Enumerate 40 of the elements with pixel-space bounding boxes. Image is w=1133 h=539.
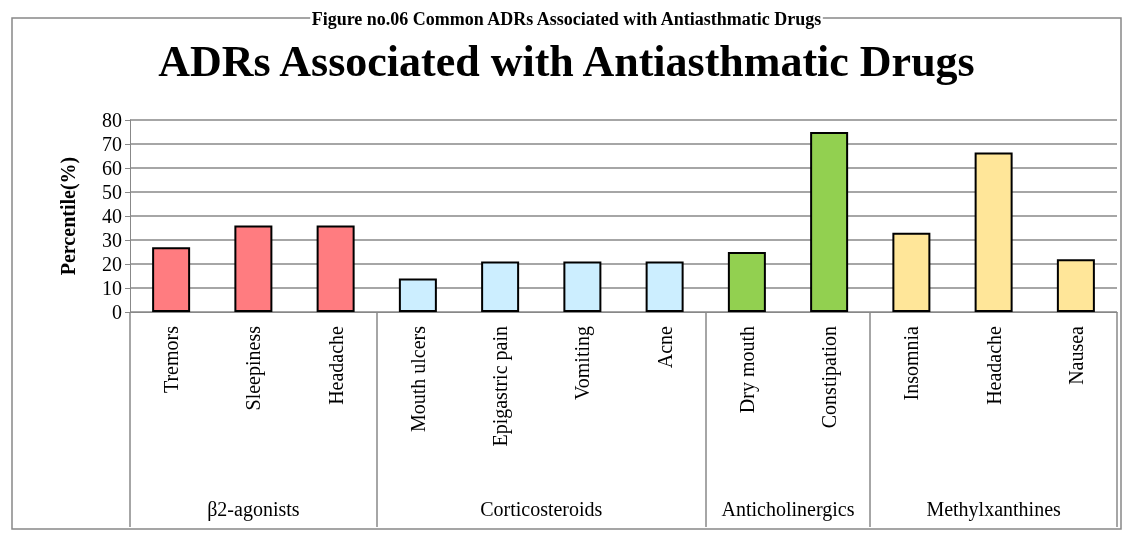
text: Corticosteroids	[480, 498, 603, 520]
x-tick-label: Mouth ulcers	[406, 325, 429, 433]
x-tick-label: Sleepiness	[242, 325, 266, 411]
bar	[645, 261, 684, 312]
x-tick-label: Dry mouth	[735, 326, 759, 414]
bar	[234, 225, 273, 312]
x-tick-label: Epigastric pain	[489, 326, 513, 447]
y-tick-label: 30	[102, 229, 122, 251]
text: Methylxanthines	[926, 498, 1062, 521]
bar	[1056, 259, 1095, 312]
bar	[974, 152, 1013, 312]
y-tick-label: 50	[102, 181, 122, 203]
bar	[152, 247, 191, 312]
x-tick-label: Headache	[324, 325, 347, 405]
y-tick-label: 60	[102, 157, 122, 179]
y-tick-label: 10	[102, 277, 122, 299]
text: β2-agonists	[207, 498, 300, 521]
y-axis-title: Percentile(%)	[57, 156, 80, 276]
x-tick-label: Tremors	[160, 325, 183, 394]
bar	[563, 261, 602, 312]
x-tick-label: Vomiting	[571, 326, 595, 401]
x-tick-label: Constipation	[818, 326, 842, 429]
text: Anticholinergics	[721, 498, 855, 521]
x-tick-label: Insomnia	[900, 325, 923, 401]
y-tick-label: 20	[102, 253, 122, 275]
bar	[727, 252, 766, 312]
y-tick-label: 0	[112, 301, 122, 323]
x-tick-label: Nausea	[1064, 325, 1087, 385]
x-tick-label: Acne	[653, 325, 676, 369]
y-tick-label: 40	[102, 205, 122, 227]
y-tick-label: 80	[102, 109, 122, 131]
bar	[810, 132, 849, 312]
bar	[316, 225, 355, 312]
chart-title: ADRs Associated with Antiasthmatic Drugs	[158, 36, 975, 86]
bar	[481, 261, 520, 312]
bar	[892, 232, 931, 312]
text: Figure no.06 Common ADRs Associated with Antiasthmatic Drugs	[311, 9, 822, 29]
x-tick-label: Headache	[982, 325, 1005, 405]
bar	[398, 278, 437, 312]
y-tick-label: 70	[102, 133, 122, 155]
